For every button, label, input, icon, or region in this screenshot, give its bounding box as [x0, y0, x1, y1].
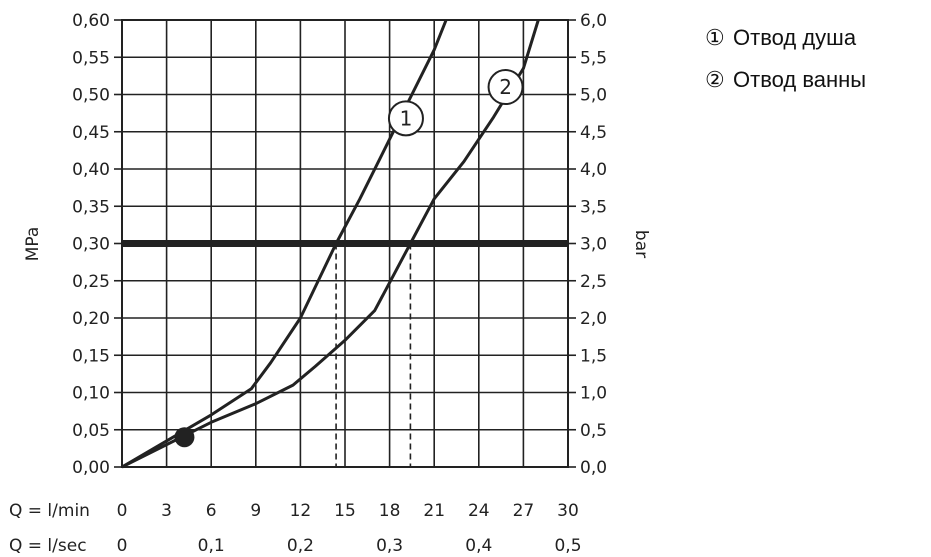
x-tick-label-lmin: 27	[513, 501, 535, 521]
legend-marker-2: ②	[705, 67, 725, 92]
y-tick-label-left: 0,60	[72, 11, 110, 31]
y-tick-label-left: 0,40	[72, 160, 110, 180]
x-tick-label-lmin: 18	[379, 501, 401, 521]
y-tick-label-right: 5,5	[580, 48, 607, 68]
y-tick-label-right: 5,0	[580, 86, 607, 106]
curve-label-2: 2	[499, 75, 512, 99]
legend: ① Отвод душа ② Отвод ванны	[705, 25, 866, 92]
legend-marker-1: ①	[705, 25, 725, 50]
legend-item-1: Отвод душа	[733, 25, 857, 50]
y-tick-label-right: 6,0	[580, 11, 607, 31]
x-tick-label-lsec: 0	[117, 536, 128, 556]
x-tick-label-lsec: 0,3	[376, 536, 403, 556]
y-axis-right-title: bar	[631, 230, 651, 258]
y-tick-label-right: 4,5	[580, 123, 607, 143]
x-axis-lmin-title: Q = l/min	[9, 501, 90, 521]
curves: 12	[121, 19, 540, 469]
y-tick-label-right: 3,5	[580, 197, 607, 217]
tick-labels: 0,000,050,100,150,200,250,300,350,400,45…	[72, 11, 607, 556]
x-tick-label-lmin: 30	[557, 501, 579, 521]
x-tick-label-lmin: 21	[423, 501, 445, 521]
y-tick-label-right: 0,5	[580, 421, 607, 441]
curve-1	[121, 19, 448, 469]
y-tick-label-right: 4,0	[580, 160, 607, 180]
y-tick-label-left: 0,45	[72, 123, 110, 143]
x-tick-label-lmin: 3	[161, 501, 172, 521]
curve-label-circle-1	[387, 100, 424, 137]
y-tick-label-left: 0,25	[72, 272, 110, 292]
y-tick-label-left: 0,30	[72, 235, 110, 255]
x-tick-label-lsec: 0,4	[465, 536, 492, 556]
y-tick-label-left: 0,50	[72, 86, 110, 106]
y-tick-label-right: 0,0	[580, 458, 607, 478]
curve-label-1: 1	[400, 106, 413, 130]
y-tick-label-right: 2,0	[580, 309, 607, 329]
y-tick-label-left: 0,55	[72, 48, 110, 68]
y-axis-left-title: MPa	[23, 227, 43, 262]
legend-item-2: Отвод ванны	[733, 67, 866, 92]
x-tick-label-lsec: 0,2	[287, 536, 314, 556]
x-tick-label-lmin: 9	[250, 501, 261, 521]
x-tick-label-lmin: 0	[117, 501, 128, 521]
reference-line-group	[122, 240, 568, 467]
y-tick-label-left: 0,00	[72, 458, 110, 478]
curve-label-circle-2	[487, 69, 524, 106]
x-tick-label-lmin: 6	[206, 501, 217, 521]
y-tick-label-left: 0,20	[72, 309, 110, 329]
y-tick-label-left: 0,05	[72, 421, 110, 441]
x-tick-label-lsec: 0,5	[554, 536, 581, 556]
y-tick-label-right: 2,5	[580, 272, 607, 292]
marker-point	[174, 427, 195, 448]
y-tick-label-left: 0,35	[72, 197, 110, 217]
x-tick-label-lmin: 15	[334, 501, 356, 521]
x-tick-label-lsec: 0,1	[198, 536, 225, 556]
y-tick-label-left: 0,15	[72, 346, 110, 366]
x-tick-label-lmin: 24	[468, 501, 490, 521]
x-axis-lsec-title: Q = l/sec	[9, 536, 87, 556]
y-tick-label-left: 0,10	[72, 384, 110, 404]
x-tick-label-lmin: 12	[290, 501, 312, 521]
y-tick-label-right: 1,0	[580, 384, 607, 404]
y-tick-label-right: 1,5	[580, 346, 607, 366]
curve-2	[121, 19, 540, 469]
y-tick-label-right: 3,0	[580, 235, 607, 255]
